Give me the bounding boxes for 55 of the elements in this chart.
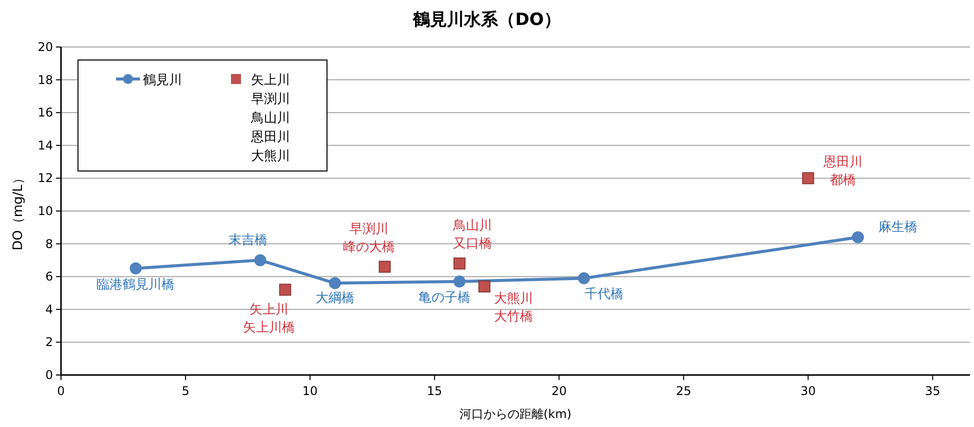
x-tick-label: 35: [925, 384, 940, 398]
data-label: 末吉橋: [228, 233, 268, 248]
text: 早渕川: [251, 92, 290, 107]
series-label: 大熊川: [494, 291, 533, 306]
series-label: 恩田川: [822, 155, 863, 170]
point: [130, 262, 142, 274]
legend-label: 鶴見川: [143, 73, 182, 88]
text: 鳥山川: [251, 111, 290, 126]
x-axis-title: 河口からの距離(km): [459, 407, 572, 421]
legend-label: 矢上川: [251, 73, 290, 88]
y-tick-label: 6: [45, 270, 53, 284]
text: 矢上川: [250, 302, 289, 318]
x-tick-label: 10: [302, 384, 318, 398]
point: [453, 257, 466, 270]
x-tick-label: 15: [426, 384, 442, 398]
point: [802, 172, 814, 184]
data-label: 千代橋: [584, 287, 624, 302]
x-tick-label: 5: [182, 384, 190, 398]
text: 恩田川: [251, 130, 290, 145]
y-axis-title: DO（mg/L）: [11, 172, 26, 250]
point: [478, 280, 490, 292]
chart-title: 鶴見川水系（DO）: [412, 10, 561, 30]
y-tick-label: 4: [45, 302, 53, 316]
x-tick-label: 30: [800, 384, 816, 398]
x-tick-label: 0: [57, 384, 65, 398]
data-label: 都橋: [830, 173, 856, 188]
point: [254, 254, 266, 266]
point: [328, 277, 341, 290]
data-label: 麻生橋: [878, 220, 918, 236]
y-tick-label: 16: [38, 106, 53, 120]
x-tick-label: 25: [676, 384, 692, 398]
data-label: 又口橋: [452, 236, 492, 252]
data-label: 亀の子橋: [418, 290, 470, 306]
text: 大熊川: [251, 149, 290, 164]
y-tick-label: 10: [38, 204, 53, 218]
point: [578, 272, 590, 284]
point: [453, 276, 466, 288]
y-tick-label: 12: [38, 171, 53, 186]
y-tick-label: 2: [45, 335, 53, 350]
point: [279, 284, 292, 296]
data-label: 峰の大橋: [342, 240, 395, 255]
data-label: 臨港鶴見川橋: [96, 277, 175, 292]
y-tick-label: 8: [45, 236, 53, 251]
y-tick-label: 18: [38, 72, 53, 87]
series-label: 鳥山川: [452, 218, 492, 234]
point: [852, 231, 864, 244]
data-label: 矢上川橋: [243, 320, 296, 336]
x-tick-label: 20: [551, 384, 567, 398]
data-label: 大綱橋: [315, 291, 354, 306]
point: [378, 260, 391, 273]
data-label: 大竹橋: [494, 309, 533, 324]
y-tick-label: 14: [38, 138, 53, 152]
y-tick-label: 0: [45, 368, 53, 382]
series-label: 早渕川: [349, 222, 388, 237]
y-tick-label: 20: [38, 40, 53, 54]
